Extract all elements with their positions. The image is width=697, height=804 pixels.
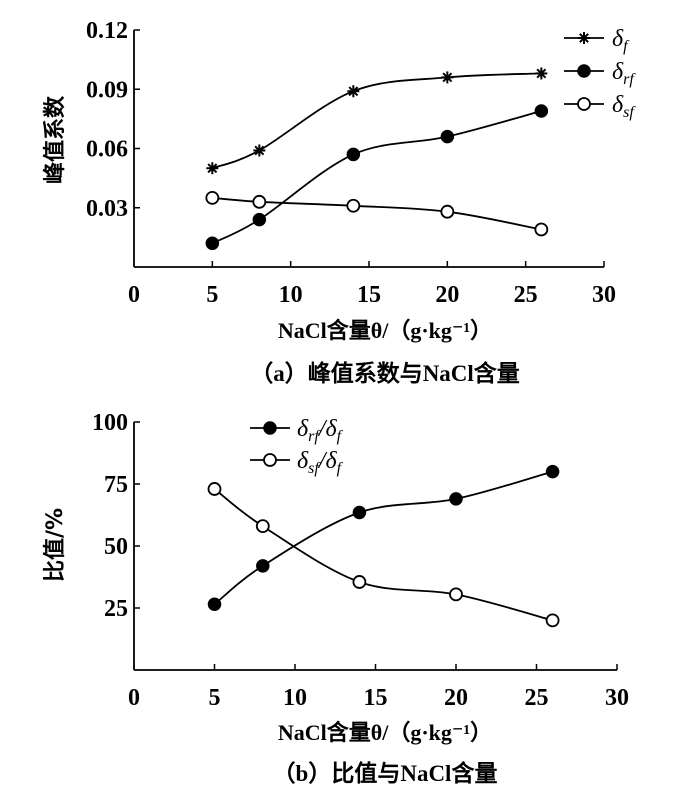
data-point [205,190,220,205]
y-tick-label: 0.03 [86,196,128,222]
legend-marker [577,64,591,78]
legend-item: δsf/δf [250,448,344,477]
x-tick-label: 5 [206,282,218,308]
legend-label: δsf [612,92,636,121]
figure-caption: （a）峰值系数与NaCl含量 [250,360,520,386]
data-point [535,67,548,80]
series-δsf/δf [207,482,560,628]
y-tick-label: 0.09 [86,77,128,103]
data-point [545,464,560,479]
legend-item: δrf [564,59,636,88]
legend-label: δf [612,26,630,55]
legend-marker [263,453,277,467]
x-tick-label: 20 [435,282,459,308]
x-tick-label: 10 [279,282,303,308]
data-point [545,613,560,628]
data-point [440,129,455,144]
y-tick-label: 75 [104,472,128,498]
data-point [252,212,267,227]
chart-a: 0 5 10 15 20 25 30 0.03 0.06 0.09 0.12 峰值系数 NaCl含量θ/… [42,18,636,386]
x-tick-label: 25 [514,282,538,308]
y-tick-label: 0.06 [86,137,128,163]
series-δrf [205,104,549,251]
legend-item: δsf [564,92,636,121]
data-point [352,505,367,520]
series-δsf [205,190,549,237]
x-tick-label: 20 [444,685,468,711]
x-tick-label: 0 [128,282,140,308]
x-tick-label: 10 [283,685,307,711]
data-point [255,519,270,534]
x-tick-label: 30 [605,685,629,711]
figure-caption: （b）比值与NaCl含量 [273,760,498,786]
y-tick-label: 0.12 [86,18,128,44]
data-point [346,198,361,213]
data-point [207,597,222,612]
x-tick-label: 5 [209,685,221,711]
legend-label: δrf/δf [297,416,344,445]
legend-marker [263,421,277,435]
x-axis-label: NaCl含量θ/（g·kg⁻¹） [278,318,492,343]
data-point [440,204,455,219]
data-point [347,85,360,98]
data-point [352,575,367,589]
legend-marker [578,32,590,44]
x-tick-label: 30 [592,282,616,308]
data-point [534,222,549,237]
legend-label: δsf/δf [297,448,344,477]
x-tick-label: 15 [357,282,381,308]
series-δf [206,67,548,175]
chart-b: 0 5 10 15 20 25 30 25 50 75 100 比值/% NaCl含量θ/（g·kg⁻¹… [42,410,629,786]
legend-label: δrf [612,59,636,88]
x-tick-label: 25 [525,685,549,711]
data-point [449,492,463,506]
data-point [256,559,270,573]
series-δrf/δf [207,464,560,612]
y-axis-label: 比值/% [42,508,68,582]
legend-item: δf [564,26,630,55]
data-point [207,482,222,496]
y-tick-label: 100 [92,410,128,436]
data-point [252,194,267,209]
data-point [449,587,463,602]
data-point [534,104,549,118]
y-tick-label: 50 [104,534,128,560]
series-line [213,470,553,605]
legend-item: δrf/δf [250,416,344,445]
data-point [205,236,220,251]
data-point [206,162,219,175]
y-tick-label: 25 [104,596,128,622]
series-line [213,488,553,622]
x-tick-label: 15 [364,685,388,711]
x-tick-label: 0 [128,685,140,711]
data-point [253,144,266,157]
legend-marker [577,97,591,111]
x-axis-label: NaCl含量θ/（g·kg⁻¹） [278,720,492,745]
data-point [346,147,361,162]
y-axis-label: 峰值系数 [42,95,68,184]
data-point [441,71,454,84]
